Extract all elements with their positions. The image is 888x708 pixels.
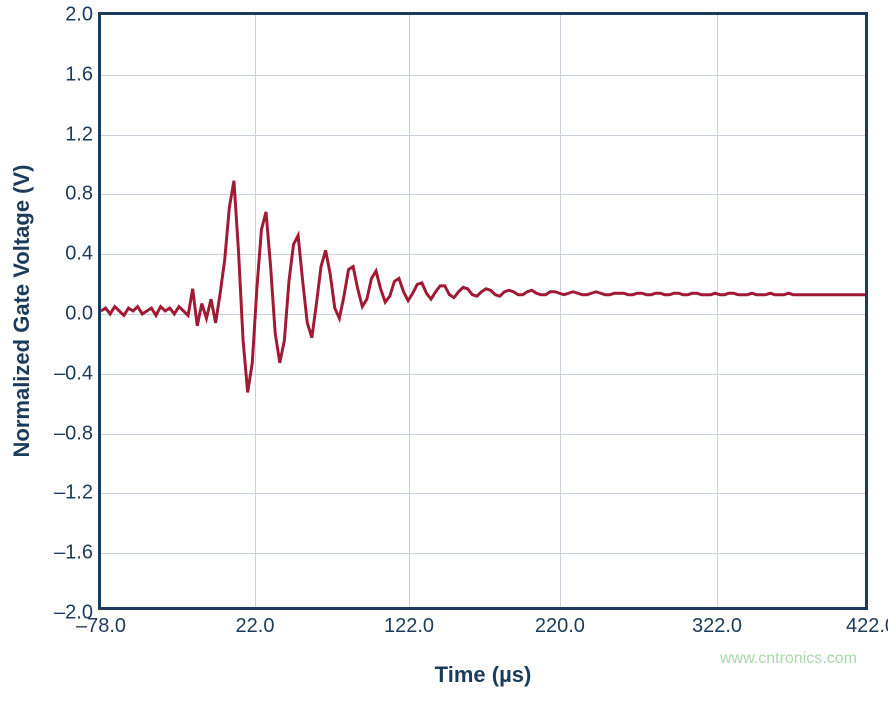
x-tick-label: –78.0 bbox=[76, 615, 126, 638]
x-tick-label: 322.0 bbox=[692, 615, 742, 638]
y-tick-label: –1.2 bbox=[54, 482, 93, 505]
y-tick-label: 2.0 bbox=[65, 4, 93, 27]
y-tick-label: 0.4 bbox=[65, 243, 93, 266]
y-axis-label: Normalized Gate Voltage (V) bbox=[9, 165, 35, 458]
plot-area: –2.0–1.6–1.2–0.8–0.40.00.40.81.21.62.0–7… bbox=[98, 12, 868, 610]
series-svg bbox=[101, 15, 865, 607]
x-tick-label: 422.0 bbox=[846, 615, 888, 638]
x-axis-label: Time (µs) bbox=[435, 662, 532, 688]
y-tick-label: –1.6 bbox=[54, 542, 93, 565]
series-line bbox=[101, 181, 865, 393]
x-tick-label: 22.0 bbox=[236, 615, 275, 638]
y-tick-label: 1.2 bbox=[65, 123, 93, 146]
watermark: www.cntronics.com bbox=[720, 650, 857, 668]
y-tick-label: 1.6 bbox=[65, 63, 93, 86]
x-tick-label: 220.0 bbox=[535, 615, 585, 638]
y-tick-label: 0.0 bbox=[65, 303, 93, 326]
y-tick-label: –0.8 bbox=[54, 422, 93, 445]
x-tick-label: 122.0 bbox=[384, 615, 434, 638]
chart-container: –2.0–1.6–1.2–0.8–0.40.00.40.81.21.62.0–7… bbox=[0, 0, 888, 708]
y-tick-label: 0.8 bbox=[65, 183, 93, 206]
y-tick-label: –0.4 bbox=[54, 362, 93, 385]
